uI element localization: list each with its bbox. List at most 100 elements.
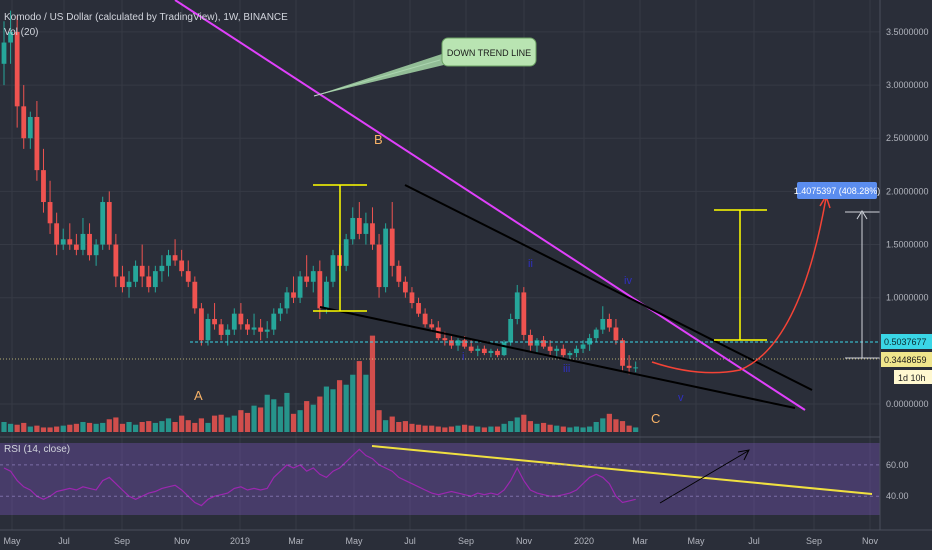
candle-body — [21, 106, 27, 139]
rsi-tick-label: 40.00 — [886, 491, 909, 501]
candle-body — [258, 327, 264, 332]
time-tick-label: Nov — [516, 536, 533, 546]
candle-body — [14, 31, 20, 107]
price-axis[interactable] — [880, 0, 932, 550]
volume-bar — [409, 423, 415, 432]
volume-bar — [330, 389, 336, 432]
wedge-upper-line — [404, 184, 813, 391]
projection-curve — [651, 197, 827, 374]
candle-body — [402, 281, 408, 293]
candle-body — [560, 348, 566, 356]
candle-body — [185, 271, 191, 282]
candle-body — [146, 276, 152, 288]
candle-body — [73, 244, 79, 250]
candle-body — [106, 202, 112, 245]
volume-bar — [383, 420, 389, 432]
volume-bar — [336, 380, 343, 432]
candle-body — [47, 202, 53, 224]
candle-body — [238, 313, 244, 325]
rsi-axis-ticks: 60.00 40.00 — [0, 460, 909, 501]
candle-body — [172, 255, 178, 261]
volume-bar — [126, 422, 132, 432]
volume-bar — [633, 427, 639, 432]
candle-body — [179, 260, 185, 272]
volume-bar — [119, 423, 126, 432]
volume-bar — [40, 427, 47, 432]
time-tick-label: Sep — [806, 536, 822, 546]
candle-body — [67, 239, 73, 245]
candle-body — [120, 276, 125, 288]
volume-indicator-label: Vol (20) — [4, 27, 38, 38]
volume-bar — [606, 413, 612, 432]
candle-body — [271, 313, 277, 330]
time-tick-label: Jul — [748, 536, 760, 546]
volume-bar — [501, 423, 507, 432]
candle-body — [449, 340, 454, 346]
time-tick-label: May — [345, 536, 363, 546]
price-tick-label: 0.0000000 — [886, 399, 929, 409]
candle-body — [554, 348, 560, 351]
chart-title: Komodo / US Dollar (calculated by Tradin… — [4, 12, 288, 23]
candle-body — [310, 271, 316, 282]
candle-body — [152, 271, 158, 288]
volume-bar — [448, 426, 455, 432]
volume-bar — [376, 410, 382, 432]
candle-body — [633, 367, 639, 369]
volume-bar — [462, 424, 468, 432]
countdown-tag — [894, 370, 932, 384]
volume-bar — [619, 421, 626, 432]
volume-bar — [14, 424, 20, 432]
volume-bar — [172, 422, 178, 432]
wave-label-v: v — [678, 392, 684, 404]
candle-body — [41, 170, 46, 203]
volume-bar — [1, 422, 7, 432]
rsi-tick-label: 60.00 — [886, 460, 909, 470]
candle-body — [343, 239, 349, 266]
time-tick-label: May — [687, 536, 705, 546]
candle-body — [389, 228, 395, 266]
volume-bar — [593, 422, 599, 432]
countdown-text: 1d 10h — [898, 373, 926, 383]
time-axis[interactable] — [0, 530, 932, 550]
price-tick-label: 3.5000000 — [886, 27, 929, 37]
volume-bar — [429, 425, 435, 432]
candle-body — [297, 276, 303, 298]
candle-body — [422, 313, 428, 325]
volume-bar — [54, 426, 60, 432]
candle-body — [356, 217, 362, 234]
volume-bar — [211, 415, 218, 432]
candle-body — [416, 303, 421, 314]
candle-body — [547, 346, 553, 351]
candle-body — [541, 340, 546, 347]
candle-body — [133, 265, 138, 282]
volume-bar — [442, 427, 448, 432]
rsi-arrow-line — [659, 450, 749, 504]
projection-label-box — [797, 182, 877, 199]
volume-bar — [494, 426, 501, 432]
time-tick-label: Mar — [288, 536, 304, 546]
time-tick-label: Nov — [174, 536, 191, 546]
volume-bar — [580, 427, 586, 432]
candle-body — [363, 223, 369, 234]
volume-bar — [514, 417, 520, 432]
volume-bar — [258, 407, 264, 432]
current-price-text: 0.3448659 — [884, 355, 927, 365]
candle-body — [1, 42, 7, 64]
measure-bracket-left — [313, 184, 367, 312]
volume-bar — [508, 421, 514, 432]
candle-body — [528, 334, 533, 346]
rsi-indicator-label: RSI (14, close) — [4, 444, 70, 455]
volume-bar — [573, 426, 580, 432]
wave-label-i: i — [462, 351, 464, 363]
candle-body — [8, 31, 13, 43]
candle-body — [488, 350, 494, 354]
time-tick-label: Jul — [404, 536, 416, 546]
candle-body — [370, 223, 375, 245]
candle-body — [481, 348, 487, 354]
candle-body — [212, 318, 217, 325]
wave-label-B: B — [374, 132, 383, 147]
candle-body — [613, 327, 619, 341]
volume-bar — [106, 419, 112, 432]
candle-body — [462, 340, 467, 347]
